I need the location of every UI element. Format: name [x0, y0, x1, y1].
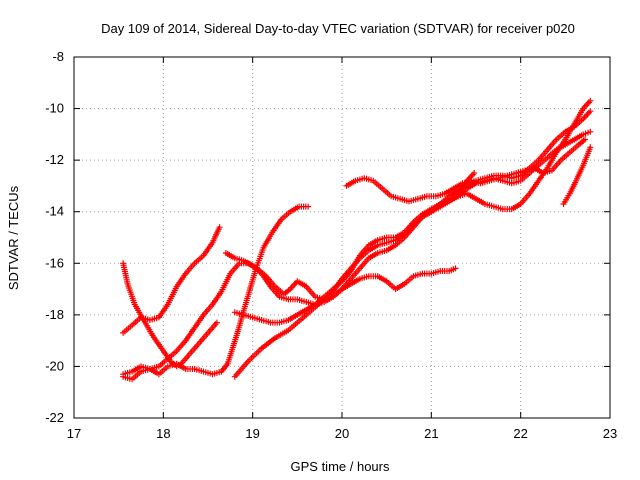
y-tick-label: -12: [45, 152, 64, 167]
x-tick-label: 21: [424, 426, 438, 441]
series-9-markers: [560, 144, 594, 207]
x-tick-label: 22: [513, 426, 527, 441]
ticks: 17 18 19 20 21 22 23 -22 -20 -18 -16 -14 -12 -10 -8: [45, 49, 617, 441]
series-8-markers: [343, 136, 588, 205]
y-tick-label: -22: [45, 410, 64, 425]
y-axis-label: SDTVAR / TECUs: [6, 185, 21, 290]
series-2-markers: [120, 224, 223, 336]
x-tick-label: 19: [245, 426, 259, 441]
series-8: [343, 136, 588, 205]
series-10: [455, 170, 478, 200]
series-2: [120, 224, 223, 336]
x-tick-label: 17: [67, 426, 81, 441]
y-tick-label: -14: [45, 204, 64, 219]
series-layer: [120, 97, 594, 383]
y-tick-label: -20: [45, 358, 64, 373]
series-10-markers: [455, 170, 478, 200]
y-tick-label: -16: [45, 255, 64, 270]
y-tick-label: -18: [45, 307, 64, 322]
x-tick-label: 18: [156, 426, 170, 441]
series-9: [560, 144, 594, 207]
x-tick-label: 23: [603, 426, 617, 441]
x-tick-label: 20: [335, 426, 349, 441]
chart-title: Day 109 of 2014, Sidereal Day-to-day VTE…: [101, 21, 575, 36]
x-axis-label: GPS time / hours: [291, 459, 390, 474]
y-tick-label: -10: [45, 101, 64, 116]
y-tick-label: -8: [52, 49, 64, 64]
grid: [74, 57, 610, 418]
